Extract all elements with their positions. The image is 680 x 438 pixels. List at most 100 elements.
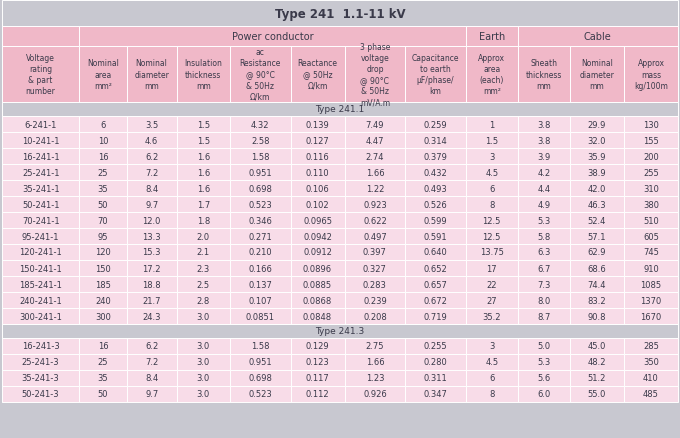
Text: 35-241-1: 35-241-1 [22, 184, 59, 193]
Bar [517, 292, 570, 308]
Bar [405, 338, 466, 354]
Text: Cable: Cable [584, 32, 611, 42]
Bar [345, 244, 405, 261]
Text: 0.107: 0.107 [248, 296, 272, 305]
Text: 350: 350 [643, 358, 659, 367]
Bar [177, 133, 230, 148]
Text: Approx
area
(each)
mm²: Approx area (each) mm² [478, 54, 505, 96]
Text: 50: 50 [98, 390, 108, 399]
Text: 0.0965: 0.0965 [303, 216, 332, 225]
Text: 4.32: 4.32 [251, 120, 269, 129]
Text: 8.0: 8.0 [537, 296, 550, 305]
Bar [624, 197, 678, 212]
Text: 8.7: 8.7 [537, 312, 550, 321]
Text: 10-241-1: 10-241-1 [22, 136, 59, 145]
Text: 1670: 1670 [641, 312, 662, 321]
Bar [517, 229, 570, 244]
Text: 485: 485 [643, 390, 659, 399]
Bar [2, 47, 80, 103]
Text: 45.0: 45.0 [588, 342, 606, 351]
Bar [570, 133, 624, 148]
Text: 240: 240 [95, 296, 111, 305]
Bar [177, 370, 230, 386]
Bar [80, 148, 126, 165]
Bar [405, 354, 466, 370]
Text: 605: 605 [643, 232, 659, 241]
Text: 3.0: 3.0 [197, 374, 210, 383]
Text: 1.5: 1.5 [197, 136, 210, 145]
Text: 4.6: 4.6 [145, 136, 158, 145]
Bar [290, 370, 345, 386]
Text: 1.23: 1.23 [366, 374, 384, 383]
Bar [2, 212, 80, 229]
Bar [126, 180, 177, 197]
Bar [345, 386, 405, 402]
Bar [570, 354, 624, 370]
Text: 5.8: 5.8 [537, 232, 550, 241]
Bar [405, 276, 466, 292]
Bar [2, 1, 678, 27]
Text: 4.47: 4.47 [366, 136, 384, 145]
Bar [2, 229, 80, 244]
Text: 10: 10 [98, 136, 108, 145]
Bar [126, 229, 177, 244]
Text: 4.5: 4.5 [486, 358, 498, 367]
Bar [624, 308, 678, 324]
Text: 7.2: 7.2 [145, 358, 158, 367]
Text: 910: 910 [643, 264, 659, 273]
Bar [624, 180, 678, 197]
Bar [2, 244, 80, 261]
Bar [405, 133, 466, 148]
Bar [624, 47, 678, 103]
Text: 46.3: 46.3 [588, 200, 607, 209]
Bar [624, 212, 678, 229]
Text: 2.58: 2.58 [251, 136, 269, 145]
Text: 6.0: 6.0 [537, 390, 550, 399]
Bar [230, 117, 290, 133]
Text: 0.591: 0.591 [424, 232, 447, 241]
Bar [290, 354, 345, 370]
Text: 3: 3 [489, 152, 494, 161]
Bar [177, 197, 230, 212]
Text: 0.139: 0.139 [306, 120, 329, 129]
Text: 6-241-1: 6-241-1 [24, 120, 57, 129]
Bar [80, 276, 126, 292]
Bar [405, 229, 466, 244]
Bar [230, 354, 290, 370]
Bar [80, 386, 126, 402]
Bar [517, 212, 570, 229]
Bar [517, 27, 678, 47]
Bar [345, 197, 405, 212]
Bar [517, 244, 570, 261]
Text: 12.5: 12.5 [483, 232, 501, 241]
Text: 3.0: 3.0 [197, 390, 210, 399]
Bar [290, 47, 345, 103]
Bar [80, 117, 126, 133]
Text: 200: 200 [643, 152, 659, 161]
Text: 16: 16 [98, 152, 108, 161]
Bar [570, 244, 624, 261]
Text: 1.6: 1.6 [197, 168, 210, 177]
Text: 16-241-3: 16-241-3 [22, 342, 60, 351]
Bar [177, 117, 230, 133]
Text: 95: 95 [98, 232, 108, 241]
Text: 150-241-1: 150-241-1 [19, 264, 62, 273]
Text: 6.3: 6.3 [537, 248, 550, 257]
Bar [126, 244, 177, 261]
Text: 2.3: 2.3 [197, 264, 210, 273]
Text: 0.210: 0.210 [248, 248, 272, 257]
Text: 35.9: 35.9 [588, 152, 606, 161]
Text: 6.7: 6.7 [537, 264, 550, 273]
Text: 95-241-1: 95-241-1 [22, 232, 59, 241]
Text: 35-241-3: 35-241-3 [22, 374, 60, 383]
Bar [570, 180, 624, 197]
Bar [405, 308, 466, 324]
Text: Earth: Earth [479, 32, 505, 42]
Bar [80, 229, 126, 244]
Bar [290, 212, 345, 229]
Bar [345, 292, 405, 308]
Text: 310: 310 [643, 184, 659, 193]
Bar [624, 370, 678, 386]
Text: 0.951: 0.951 [248, 168, 272, 177]
Text: Type 241.3: Type 241.3 [316, 327, 364, 336]
